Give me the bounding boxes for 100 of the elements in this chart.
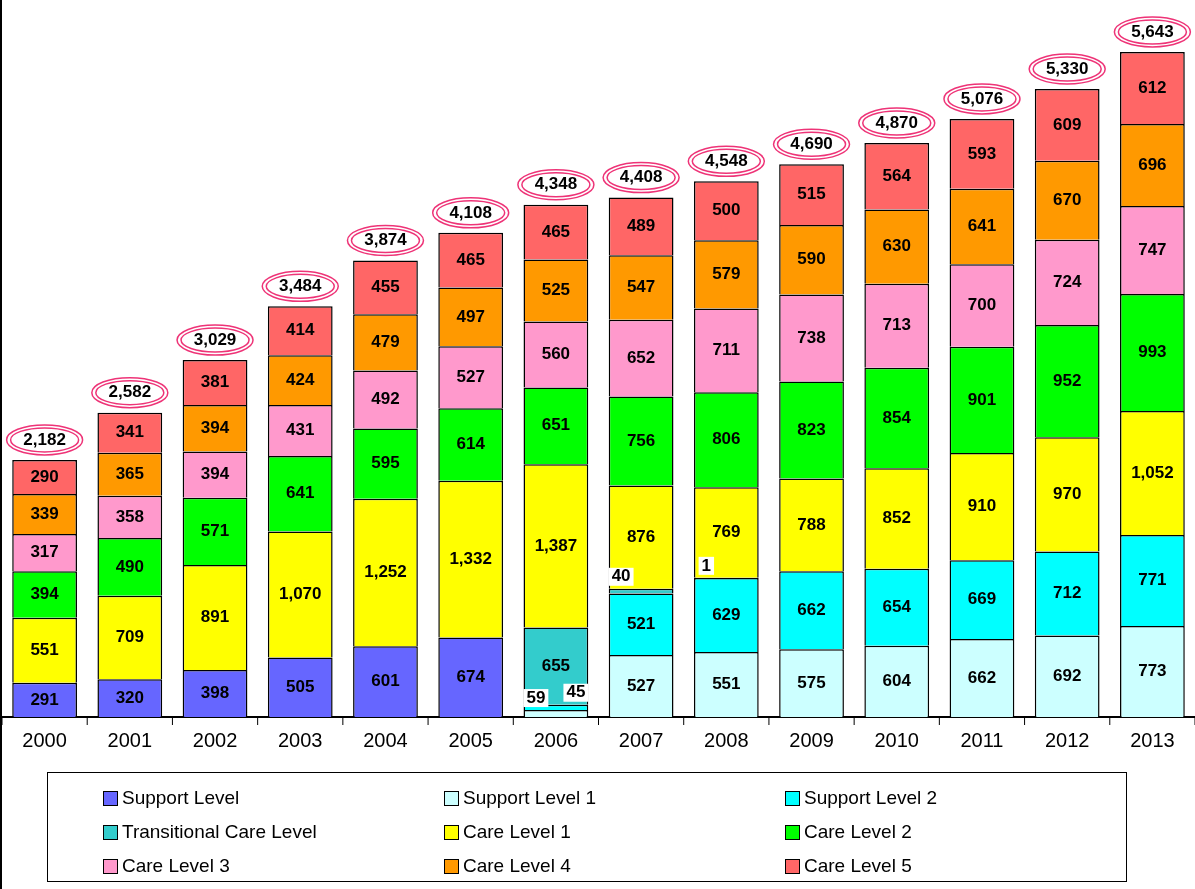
x-tick-label: 2006 xyxy=(533,728,579,751)
legend-label: Support Level 2 xyxy=(804,787,938,809)
x-tick-label: 2013 xyxy=(1130,728,1175,751)
data-label: 696 xyxy=(1138,154,1167,174)
data-label: 641 xyxy=(967,216,997,236)
data-label: 479 xyxy=(371,332,400,352)
data-label: 593 xyxy=(967,143,997,163)
data-label: 769 xyxy=(712,522,741,542)
data-label: 579 xyxy=(712,264,741,284)
data-label: 1,252 xyxy=(364,562,407,582)
x-tick-label: 2001 xyxy=(107,728,153,751)
data-label: 614 xyxy=(456,434,486,454)
total-label: 4,690 xyxy=(790,133,833,153)
data-label: 339 xyxy=(30,503,59,523)
data-label: 492 xyxy=(371,389,400,409)
data-label: 756 xyxy=(626,430,656,450)
x-tick-label: 2008 xyxy=(704,728,749,751)
data-label: 852 xyxy=(882,508,911,528)
data-label: 320 xyxy=(115,687,145,707)
legend-label: Care Level 5 xyxy=(804,855,912,877)
total-label: 2,182 xyxy=(23,429,66,449)
data-label: 670 xyxy=(1052,189,1082,209)
data-label: 806 xyxy=(712,429,741,449)
data-label: 641 xyxy=(286,483,315,503)
x-tick-label: 2000 xyxy=(22,728,67,751)
data-label: 747 xyxy=(1138,239,1167,259)
total-label: 5,643 xyxy=(1131,21,1174,41)
data-label: 525 xyxy=(541,280,571,300)
data-label: 630 xyxy=(882,236,911,256)
data-label: 394 xyxy=(200,464,230,484)
data-label: 952 xyxy=(1052,370,1082,390)
data-label: 500 xyxy=(712,200,741,220)
data-label: 652 xyxy=(626,347,656,367)
data-label: 910 xyxy=(967,496,997,516)
data-label: 341 xyxy=(115,422,145,442)
data-label: 365 xyxy=(115,464,145,484)
data-label: 358 xyxy=(115,506,145,526)
data-label: 547 xyxy=(626,277,656,297)
data-label: 527 xyxy=(456,366,485,386)
data-label: 662 xyxy=(797,599,826,619)
data-label: 711 xyxy=(712,340,741,360)
data-label: 669 xyxy=(967,589,997,609)
total-label: 4,108 xyxy=(449,202,492,222)
data-label: 1,387 xyxy=(534,535,578,555)
data-label: 489 xyxy=(626,216,656,236)
data-label: 654 xyxy=(882,596,912,616)
data-label: 662 xyxy=(967,667,997,687)
x-tick-label: 2009 xyxy=(789,728,834,751)
data-label: 700 xyxy=(967,295,997,315)
data-label: 40 xyxy=(611,566,631,586)
data-label: 515 xyxy=(797,184,826,204)
data-label: 414 xyxy=(286,320,315,340)
data-label: 317 xyxy=(30,542,59,562)
data-label: 551 xyxy=(30,639,59,659)
data-label: 712 xyxy=(1052,583,1082,603)
data-label: 674 xyxy=(456,666,486,686)
data-label: 398 xyxy=(200,683,230,703)
data-label: 560 xyxy=(541,344,571,364)
data-label: 773 xyxy=(1138,661,1167,681)
data-label: 891 xyxy=(200,607,230,627)
total-label: 2,582 xyxy=(108,382,152,402)
data-label: 724 xyxy=(1052,272,1082,292)
data-label: 45 xyxy=(566,682,586,702)
data-label: 612 xyxy=(1138,77,1167,97)
data-label: 609 xyxy=(1052,114,1082,134)
data-label: 455 xyxy=(371,277,400,297)
x-tick-label: 2007 xyxy=(618,728,664,751)
data-label: 551 xyxy=(712,674,741,694)
data-label: 1 xyxy=(701,555,712,575)
legend-label: Transitional Care Level xyxy=(122,821,317,843)
total-label: 4,548 xyxy=(705,151,748,171)
total-label: 3,029 xyxy=(193,329,237,349)
data-label: 601 xyxy=(371,671,400,691)
data-label: 692 xyxy=(1052,665,1082,685)
data-label: 571 xyxy=(200,521,230,541)
data-label: 738 xyxy=(797,327,826,347)
data-label: 1,052 xyxy=(1131,462,1174,482)
data-label: 771 xyxy=(1138,570,1167,590)
legend-label: Support Level xyxy=(122,787,240,809)
data-label: 854 xyxy=(882,407,912,427)
data-label: 521 xyxy=(626,613,656,633)
data-label: 564 xyxy=(882,165,912,185)
x-tick-label: 2004 xyxy=(363,728,408,751)
data-label: 424 xyxy=(286,369,315,389)
data-label: 1,332 xyxy=(449,548,492,568)
data-label: 788 xyxy=(797,514,826,534)
legend-label: Care Level 2 xyxy=(804,821,912,843)
data-label: 970 xyxy=(1052,484,1082,504)
x-tick-label: 2012 xyxy=(1044,728,1090,751)
data-label: 465 xyxy=(541,221,571,241)
data-label: 431 xyxy=(286,420,315,440)
total-label: 4,348 xyxy=(534,174,578,194)
total-label: 5,330 xyxy=(1045,58,1089,78)
data-label: 381 xyxy=(200,372,230,392)
x-tick-label: 2003 xyxy=(278,728,323,751)
data-label: 490 xyxy=(115,556,145,576)
total-label: 4,870 xyxy=(875,112,919,132)
x-tick-label: 2011 xyxy=(960,728,1004,751)
data-label: 709 xyxy=(115,627,145,647)
data-label: 394 xyxy=(200,417,230,437)
